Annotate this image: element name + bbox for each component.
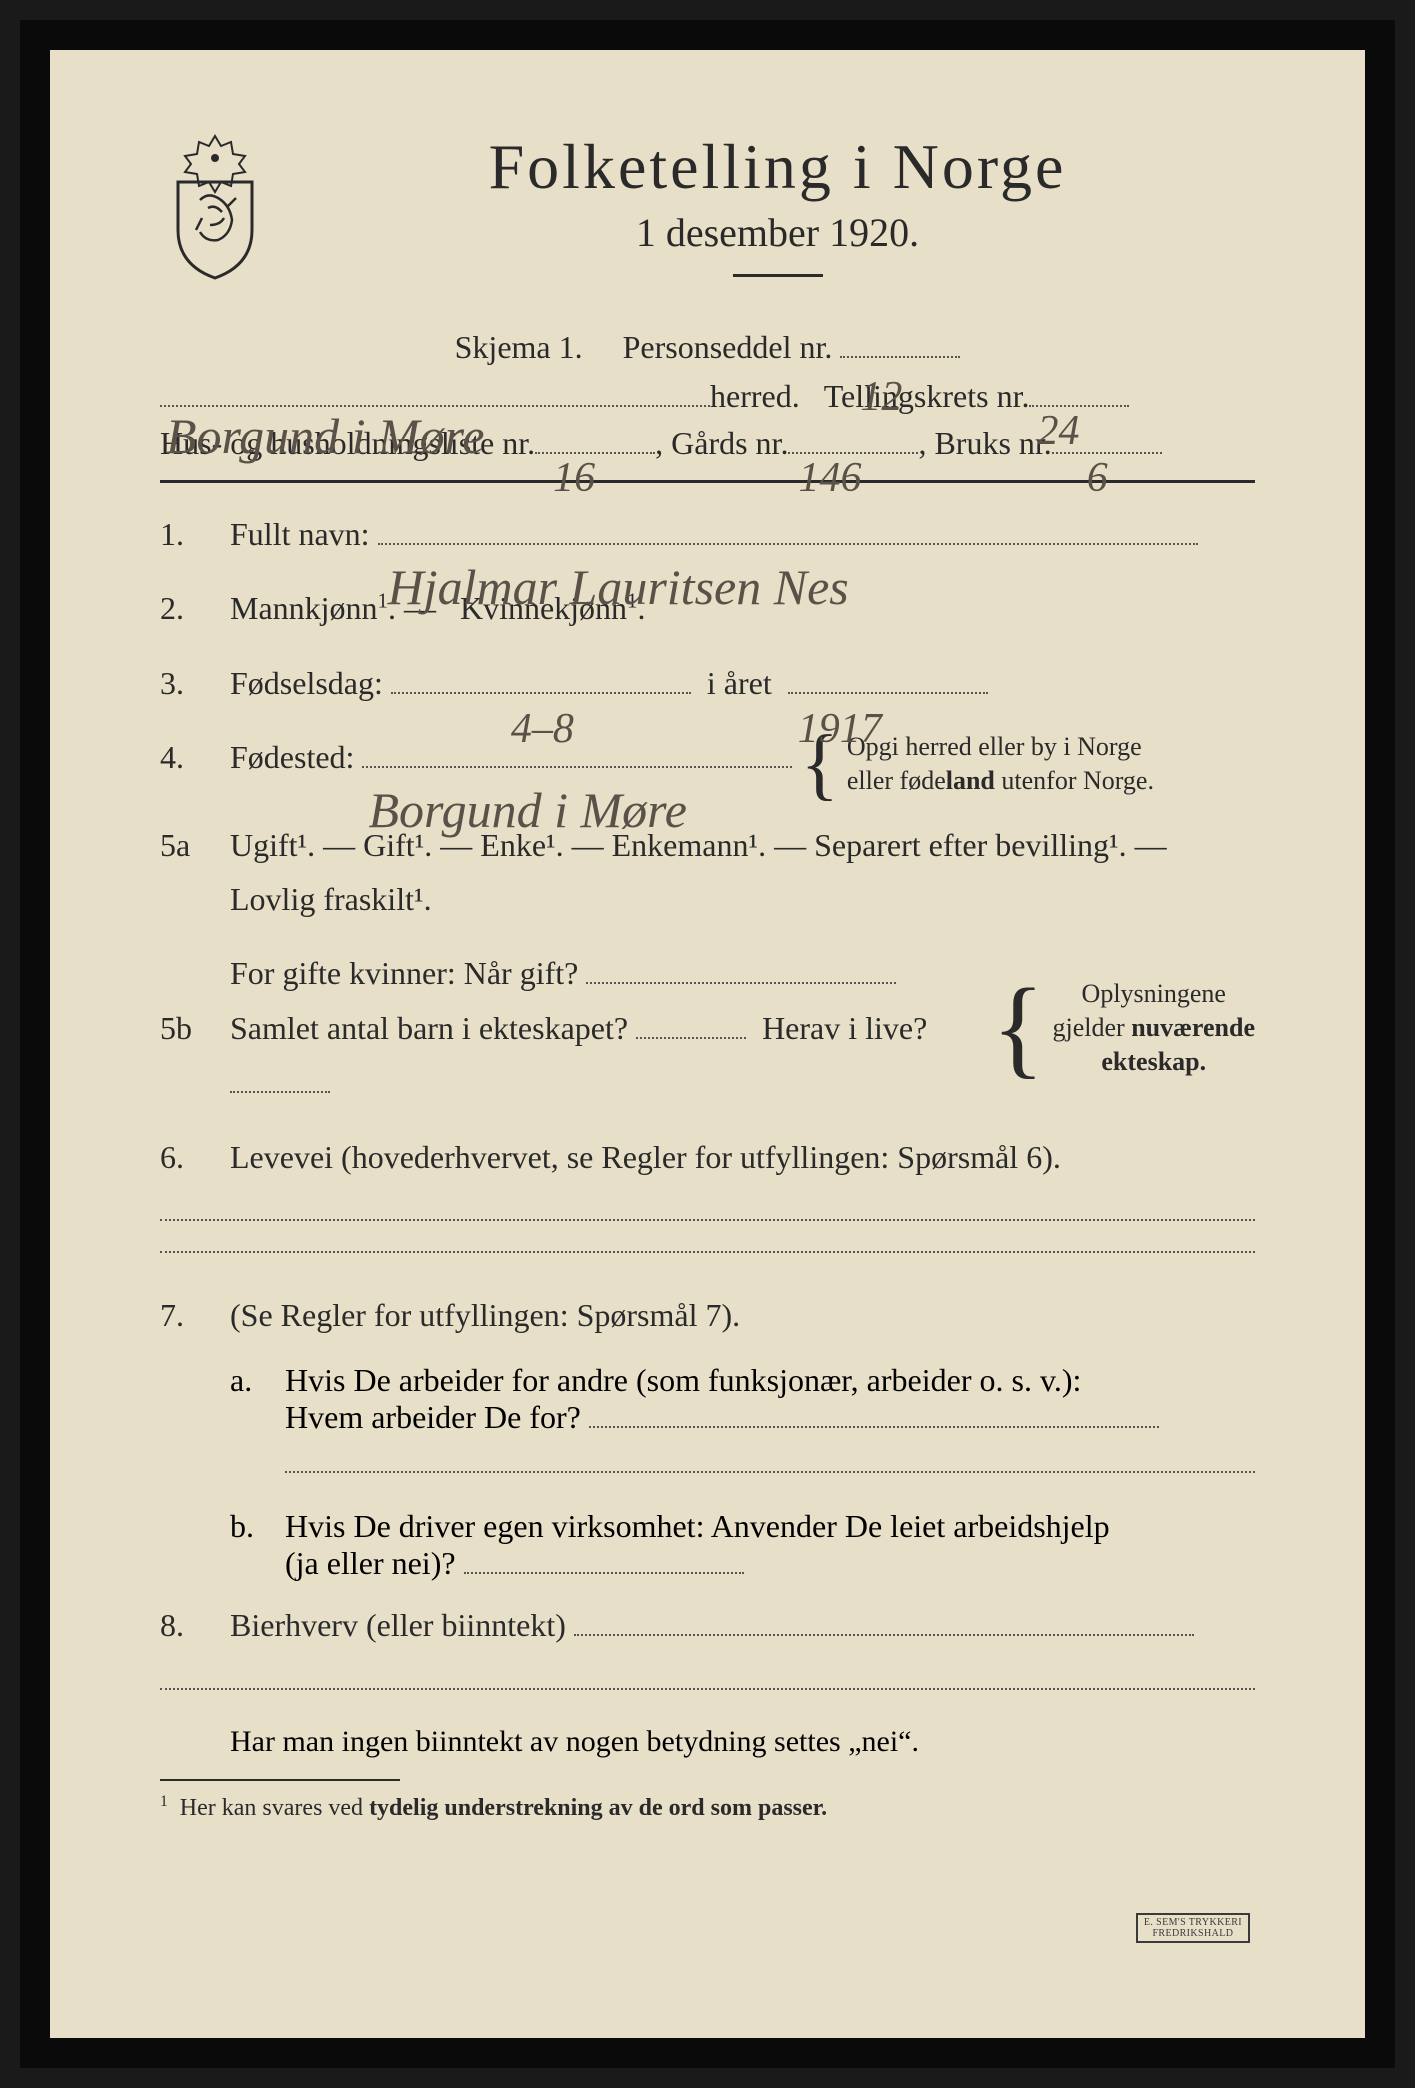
bruks-label: , Bruks nr. bbox=[918, 425, 1051, 462]
q6-line1 bbox=[160, 1219, 1255, 1221]
q5a-cont: Lovlig fraskilt¹. bbox=[230, 881, 432, 917]
census-form-page: Folketelling i Norge 1 desember 1920. Sk… bbox=[20, 20, 1395, 2068]
q4-label: Fødested: bbox=[230, 739, 354, 775]
q7a: a. Hvis De arbeider for andre (som funks… bbox=[230, 1362, 1255, 1436]
q7b-l1: Hvis De driver egen virksomhet: Anvender… bbox=[285, 1508, 1110, 1544]
tellingskrets-label: Tellingskrets nr. bbox=[824, 378, 1030, 415]
q7a-l2: Hvem arbeider De for? bbox=[285, 1399, 581, 1435]
q7a-l1: Hvis De arbeider for andre (som funksjon… bbox=[285, 1362, 1081, 1398]
printer-mark: E. SEM'S TRYKKERI FREDRIKSHALD bbox=[1136, 1913, 1250, 1943]
q5a: 5a Ugift¹. — Gift¹. — Enke¹. — Enkemann¹… bbox=[160, 818, 1255, 927]
gards-field: 146 bbox=[788, 452, 918, 454]
q6-num: 6. bbox=[160, 1130, 230, 1184]
main-title: Folketelling i Norge bbox=[300, 130, 1255, 204]
personseddel-field: 12 bbox=[840, 356, 960, 358]
herred-suffix: herred. bbox=[710, 378, 800, 415]
q5b-note: { Oplysningene gjelder nuværende ekteska… bbox=[992, 977, 1255, 1078]
bruks-field: 6 bbox=[1052, 452, 1162, 454]
q1-field: Hjalmar Lauritsen Nes bbox=[378, 543, 1198, 545]
q3-year-value: 1917 bbox=[798, 694, 882, 698]
title-block: Folketelling i Norge 1 desember 1920. bbox=[300, 130, 1255, 307]
q5b-l1: For gifte kvinner: Når gift? bbox=[230, 955, 578, 991]
q6-text: Levevei (hovederhvervet, se Regler for u… bbox=[230, 1130, 1255, 1184]
q5b-l2a: Samlet antal barn i ekteskapet? bbox=[230, 1010, 628, 1046]
meta-row-1: Skjema 1. Personseddel nr. 12 bbox=[160, 317, 1255, 378]
q7b-num: b. bbox=[230, 1508, 285, 1545]
q7: 7. (Se Regler for utfyllingen: Spørsmål … bbox=[160, 1288, 1255, 1342]
q6-line2 bbox=[160, 1251, 1255, 1253]
q7-intro: (Se Regler for utfyllingen: Spørsmål 7). bbox=[230, 1288, 1255, 1342]
q8-line bbox=[160, 1688, 1255, 1690]
q7-num: 7. bbox=[160, 1288, 230, 1342]
q3-day-value: 4–8 bbox=[511, 694, 574, 698]
gards-label: , Gårds nr. bbox=[655, 425, 788, 462]
q7a-line bbox=[285, 1471, 1255, 1473]
q5b-barn-field bbox=[636, 1037, 746, 1039]
q5b-num: 5b bbox=[160, 1001, 230, 1055]
q4-value: Borgund i Møre bbox=[368, 768, 686, 772]
q7a-field bbox=[589, 1426, 1159, 1428]
q8: 8. Bierhverv (eller biinntekt) bbox=[160, 1598, 1255, 1652]
sub-title: 1 desember 1920. bbox=[300, 209, 1255, 256]
q5b-l2b: Herav i live? bbox=[762, 1010, 927, 1046]
husliste-value: 16 bbox=[553, 454, 595, 458]
tellingskrets-value: 24 bbox=[1037, 407, 1079, 411]
q1-num: 1. bbox=[160, 507, 230, 561]
q5b: 5b For gifte kvinner: Når gift? Samlet a… bbox=[160, 946, 1255, 1109]
q5a-num: 5a bbox=[160, 818, 230, 872]
personseddel-label: Personseddel nr. bbox=[623, 329, 833, 365]
q8-label: Bierhverv (eller biinntekt) bbox=[230, 1607, 566, 1643]
q5b-live-field bbox=[230, 1091, 330, 1093]
tail-note: Har man ingen biinntekt av nogen betydni… bbox=[230, 1725, 1255, 1759]
title-rule bbox=[733, 274, 823, 277]
gards-value: 146 bbox=[798, 454, 861, 458]
herred-value: Borgund i Møre bbox=[166, 407, 484, 411]
coat-of-arms-icon bbox=[160, 130, 270, 280]
q4-num: 4. bbox=[160, 730, 230, 784]
q3-num: 3. bbox=[160, 656, 230, 710]
q6: 6. Levevei (hovederhvervet, se Regler fo… bbox=[160, 1130, 1255, 1184]
q3-label: Fødselsdag: bbox=[230, 665, 383, 701]
q8-field bbox=[574, 1634, 1194, 1636]
q7b-l2: (ja eller nei)? bbox=[285, 1545, 456, 1581]
footnote-num: 1 bbox=[160, 1793, 168, 1810]
question-list: 1. Fullt navn: Hjalmar Lauritsen Nes 2. … bbox=[160, 507, 1255, 1759]
bruks-value: 6 bbox=[1087, 454, 1108, 458]
q3-mid: i året bbox=[707, 665, 772, 701]
q1-value: Hjalmar Lauritsen Nes bbox=[388, 545, 849, 549]
q4-field: Borgund i Møre bbox=[362, 766, 792, 768]
footnote: 1 Her kan svares ved tydelig understrekn… bbox=[160, 1793, 1255, 1822]
q5b-gift-field bbox=[586, 982, 896, 984]
schema-label: Skjema 1. bbox=[455, 329, 583, 365]
tellingskrets-field: 24 bbox=[1029, 405, 1129, 407]
footnote-bold: tydelig understrekning av de ord som pas… bbox=[369, 1795, 827, 1821]
q7b-field bbox=[464, 1572, 744, 1574]
q3-day-field: 4–8 bbox=[391, 692, 691, 694]
footnote-rule bbox=[160, 1779, 400, 1781]
q3-year-field: 1917 bbox=[788, 692, 988, 694]
q4: 4. Fødested: Borgund i Møre { Opgi herre… bbox=[160, 730, 1255, 798]
meta-row-2: Borgund i Møre herred. Tellingskrets nr.… bbox=[160, 378, 1255, 415]
personseddel-value: 12 bbox=[860, 358, 902, 362]
q2-opt-a: Mannkjønn bbox=[230, 590, 378, 626]
header-row: Folketelling i Norge 1 desember 1920. bbox=[160, 130, 1255, 307]
q7a-num: a. bbox=[230, 1362, 285, 1399]
brace-icon: { bbox=[992, 1000, 1045, 1055]
q1-label: Fullt navn: bbox=[230, 516, 370, 552]
herred-field: Borgund i Møre bbox=[160, 405, 710, 407]
q1: 1. Fullt navn: Hjalmar Lauritsen Nes bbox=[160, 507, 1255, 561]
q8-num: 8. bbox=[160, 1598, 230, 1652]
q2-num: 2. bbox=[160, 581, 230, 635]
husliste-field: 16 bbox=[535, 452, 655, 454]
q7b: b. Hvis De driver egen virksomhet: Anven… bbox=[230, 1508, 1255, 1582]
q3: 3. Fødselsdag: 4–8 i året 1917 bbox=[160, 656, 1255, 710]
footnote-text-a: Her kan svares ved bbox=[180, 1795, 369, 1821]
